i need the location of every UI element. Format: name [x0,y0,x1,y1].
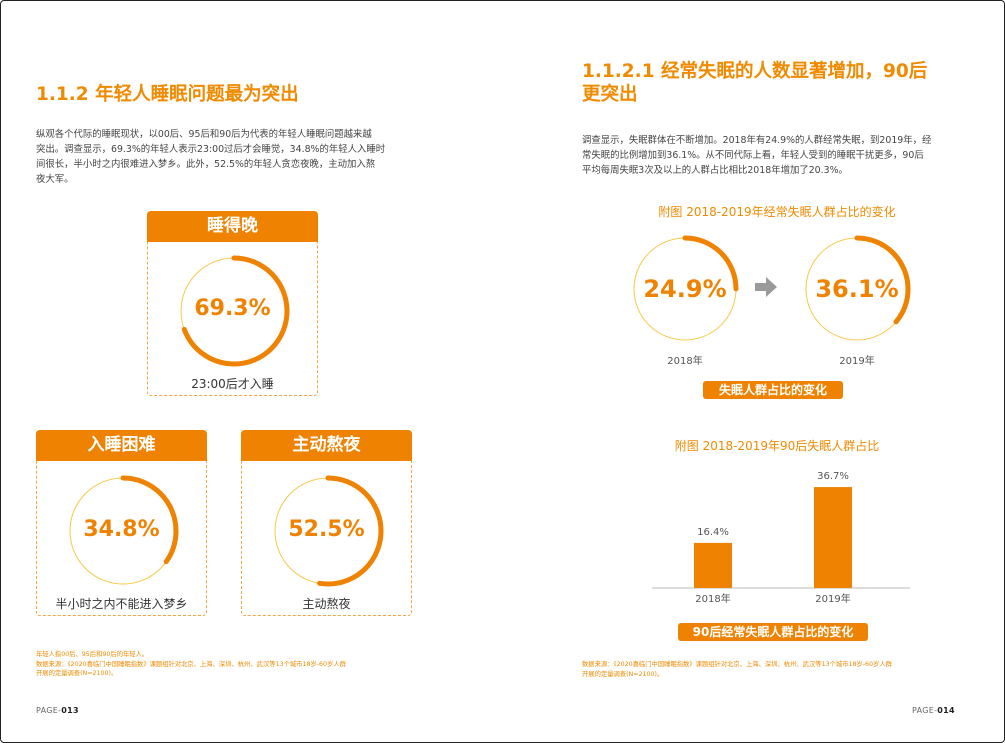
footnote: 数据来源：《2020喜临门中国睡眠指数》课题组针对北京、上海、深圳、杭州、武汉等… [582,660,982,679]
ring-progress [803,235,911,343]
ring-progress [631,235,739,343]
figure-title: 附图 2018-2019年90后失眠人群占比 [674,439,880,453]
stat-card-late-sleep: 睡得晚 69.3% 23:00后才入睡 [147,211,318,396]
page-number: PAGE-013 [36,706,79,715]
title-line: 更突出 [582,84,638,105]
progress-ring [803,235,911,343]
intro-line: 常失眠的比例增加到36.1%。从不同代际上看，年轻人受到的睡眠干扰更多，90后 [582,150,924,161]
bar-category-label: 2018年 [695,592,730,605]
ring-progress [272,475,384,587]
right-page: 1.1.2.1 经常失眠的人数显著增加，90后 更突出 调查显示，失眠群体在不断… [502,0,1005,743]
year-label: 2018年 [667,356,703,367]
footnote-line: 开展的定量调查(N=2100)。 [582,670,664,678]
intro-paragraph: 纵观各个代际的睡眠现状，以00后、95后和90后为代表的年轻人睡眠问题越来越 突… [36,127,476,187]
page-number: PAGE-014 [912,706,955,715]
intro-line: 纵观各个代际的睡眠现状，以00后、95后和90后为代表的年轻人睡眠问题越来越 [36,129,372,140]
intro-line: 夜大军。 [36,174,74,185]
footnote-line: 年轻人指00后、95后和90后的年轻人。 [36,651,149,658]
stat-card-fall-asleep: 入睡困难 34.8% 半小时之内不能进入梦乡 [36,430,207,616]
page-title: 1.1.2.1 经常失眠的人数显著增加，90后 更突出 [582,60,927,106]
footnote-line: 数据来源：《2020喜临门中国睡眠指数》课题组针对北京、上海、深圳、杭州、武汉等… [36,660,346,668]
progress-ring [178,255,290,367]
card-heading: 入睡困难 [36,430,207,461]
bar-chart: 16.4% 2018年 36.7% 2019年 [652,471,910,605]
stat-card-stay-up: 主动熬夜 52.5% 主动熬夜 [241,430,412,616]
progress-ring [631,235,739,343]
bar-2018年 [694,542,732,588]
intro-line: 调查显示，失眠群体在不断增加。2018年有24.9%的人群经常失眠，到2019年… [582,135,932,146]
ring-2019: 36.1% 2019年 [802,234,912,367]
bar-2019年 [814,487,852,588]
intro-line: 平均每周失眠3次及以上的人群占比相比2018年增加了20.3%。 [582,165,848,176]
intro-paragraph: 调查显示，失眠群体在不断增加。2018年有24.9%的人群经常失眠，到2019年… [582,133,982,178]
footnote-line: 数据来源：《2020喜临门中国睡眠指数》课题组针对北京、上海、深圳、杭州、武汉等… [582,661,892,668]
stat-caption: 半小时之内不能进入梦乡 [55,597,188,611]
stat-caption: 主动熬夜 [302,597,351,611]
figure-label-pill: 90后经常失眠人群占比的变化 [678,623,868,641]
page-prefix: PAGE- [36,706,62,715]
intro-line: 间很长，半小时之内很难进入梦乡。此外，52.5%的年轻人贪恋夜晚，主动加入熬 [36,159,376,170]
ring-2018: 24.9% 2018年 [630,234,740,367]
page-num: 014 [937,706,955,715]
figure-label-pill: 失眠人群占比的变化 [703,381,843,399]
page-title: 1.1.2 年轻人睡眠问题最为突出 [36,84,299,105]
intro-line: 突出。调查显示，69.3%的年轻人表示23:00过后才会睡觉，34.8%的年轻人… [36,144,386,155]
stat-value: 34.8% [83,517,160,542]
stat-value: 52.5% [288,517,365,542]
figure-title: 附图 2018-2019年经常失眠人群占比的变化 [658,205,896,219]
card-heading: 睡得晚 [147,211,318,242]
ring-value: 36.1% [815,275,899,303]
ring-progress [178,255,290,367]
footnote: 年轻人指00后、95后和90后的年轻人。 数据来源：《2020喜临门中国睡眠指数… [36,650,476,679]
ring-progress [67,475,179,587]
progress-ring [272,475,384,587]
progress-ring [67,475,179,587]
year-label: 2019年 [839,356,875,367]
left-page: 1.1.2 年轻人睡眠问题最为突出 纵观各个代际的睡眠现状，以00后、95后和9… [0,0,502,743]
card-heading: 主动熬夜 [241,430,412,461]
arrow-right-icon [755,277,777,297]
page-prefix: PAGE- [912,706,938,715]
footnote-line: 开展的定量调查(N=2100)。 [36,670,118,677]
ring-value: 24.9% [643,275,727,303]
stat-value: 69.3% [194,296,271,321]
page-num: 013 [61,706,79,715]
bar-category-label: 2019年 [815,592,850,605]
stat-caption: 23:00后才入睡 [191,377,274,391]
bar-value-label: 36.7% [817,471,849,482]
title-line: 1.1.2.1 经常失眠的人数显著增加，90后 [582,61,928,82]
bar-value-label: 16.4% [697,527,729,538]
